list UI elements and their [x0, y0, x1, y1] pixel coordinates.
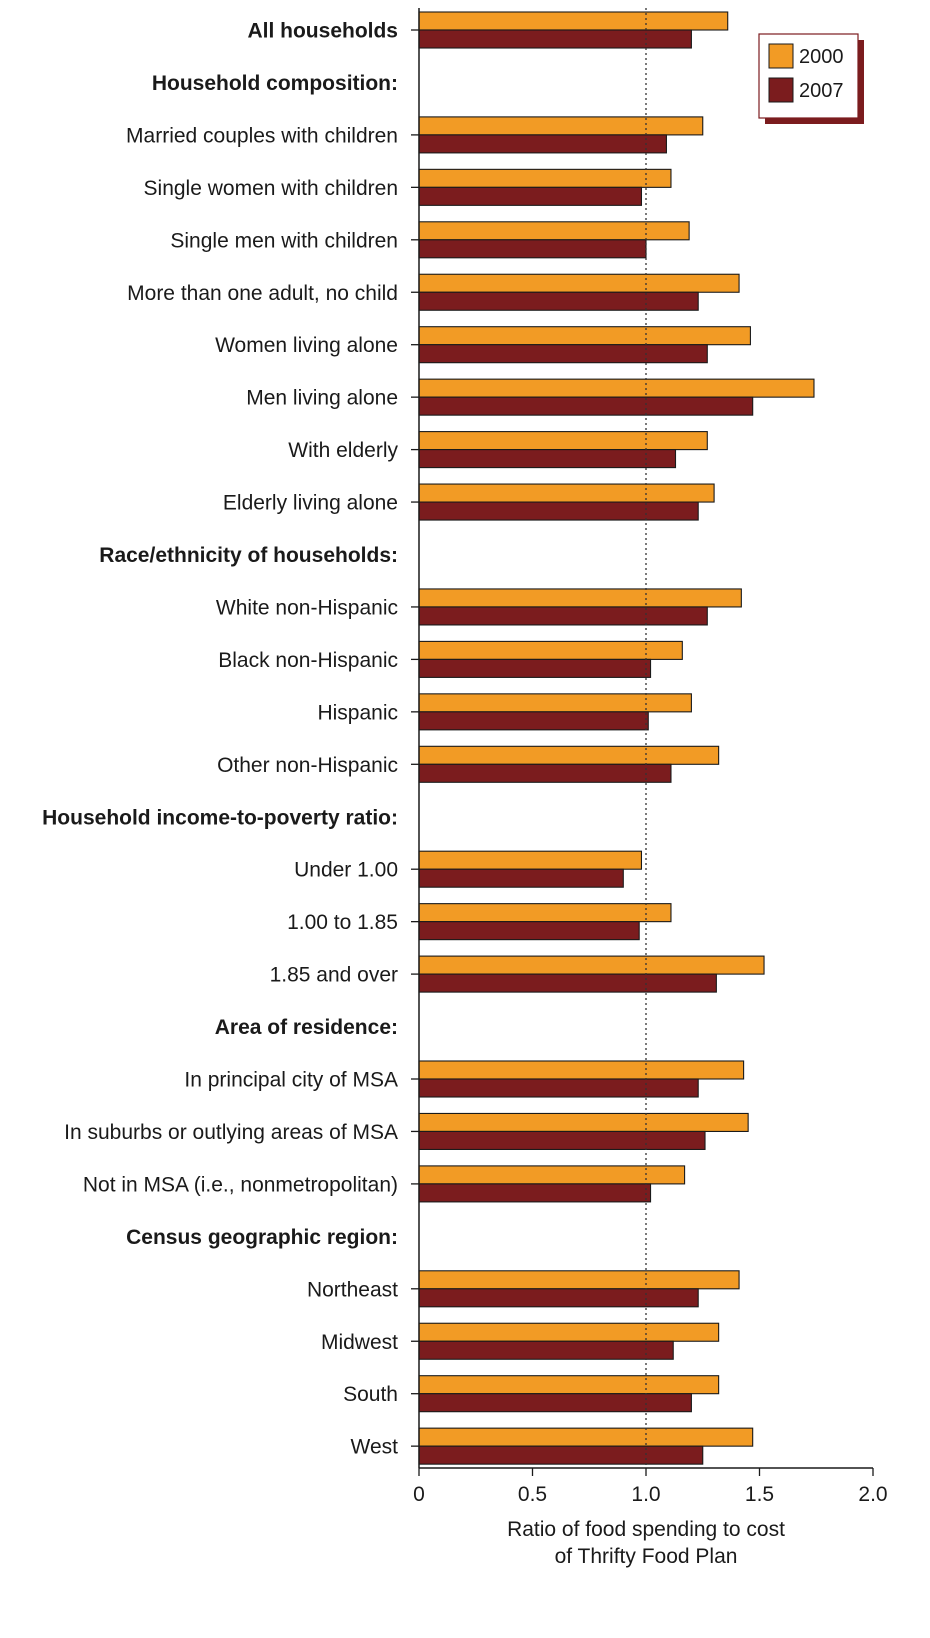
category-label-men-living-alone: Men living alone: [246, 387, 398, 410]
bar-2000-hispanic: [418, 693, 692, 713]
category-label-1-85-and-over: 1.85 and over: [270, 964, 398, 987]
bar-2007-single-women-with-children: [418, 186, 643, 206]
bar-2007-west: [418, 1445, 704, 1465]
bar-2007-in-principal-city-of-msa: [418, 1078, 699, 1098]
bar-2000-not-in-msa-i-e-nonmetropolitan: [418, 1165, 686, 1185]
category-label-in-principal-city-of-msa: In principal city of MSA: [184, 1069, 398, 1092]
bar-2007-in-suburbs-or-outlying-areas-of-msa: [418, 1130, 706, 1150]
x-axis-title-line-2: of Thrifty Food Plan: [555, 1545, 738, 1568]
category-label-not-in-msa-i-e-nonmetropolitan: Not in MSA (i.e., nonmetropolitan): [83, 1173, 398, 1196]
legend-label-2000: 2000: [799, 46, 844, 68]
bar-2007-men-living-alone: [418, 396, 754, 416]
group-header-household-income-to-poverty-ratio: Household income-to-poverty ratio:: [42, 806, 398, 829]
bar-2000-in-principal-city-of-msa: [418, 1060, 745, 1080]
category-labels: All households Household composition: Marr…: [42, 20, 398, 1459]
bar-2007-1-85-and-over: [418, 973, 717, 993]
category-label-married-couples-with-children: Married couples with children: [126, 124, 398, 147]
bar-2000-1-85-and-over: [418, 955, 765, 975]
group-header-census-geographic-region: Census geographic region:: [126, 1226, 398, 1249]
category-label-black-non-hispanic: Black non-Hispanic: [218, 649, 398, 672]
bar-2000-men-living-alone: [418, 378, 815, 398]
group-header-household-composition: Household composition:: [152, 72, 398, 95]
bar-2000-other-non-hispanic: [418, 745, 720, 765]
legend-swatch-2007: [768, 77, 794, 103]
category-label-under-1-00: Under 1.00: [294, 859, 398, 882]
bars-layer: [418, 11, 815, 1465]
category-label-single-women-with-children: Single women with children: [144, 177, 398, 200]
category-label-all-households: All households: [247, 20, 398, 43]
bar-2000-elderly-living-alone: [418, 483, 715, 503]
bar-2007-other-non-hispanic: [418, 763, 672, 783]
category-label-west: West: [351, 1436, 399, 1459]
bar-2007-northeast: [418, 1288, 699, 1308]
bar-2007-not-in-msa-i-e-nonmetropolitan: [418, 1183, 652, 1203]
bar-2007-more-than-one-adult-no-child: [418, 291, 699, 311]
category-label-single-men-with-children: Single men with children: [170, 229, 398, 252]
bar-2007-under-1-00: [418, 868, 624, 888]
bar-2007-south: [418, 1393, 692, 1413]
x-tick-label-0-5: 0.5: [518, 1483, 547, 1506]
x-tick-label-1-0: 1.0: [631, 1483, 660, 1506]
category-label-with-elderly: With elderly: [288, 439, 398, 462]
bar-2000-all-households: [418, 11, 729, 31]
bar-2000-northeast: [418, 1270, 740, 1290]
bar-2007-hispanic: [418, 711, 649, 731]
x-tick-label-2-0: 2.0: [858, 1483, 887, 1506]
category-label-women-living-alone: Women living alone: [215, 334, 398, 357]
bar-2000-west: [418, 1427, 754, 1447]
category-label-northeast: Northeast: [307, 1278, 398, 1301]
category-label-other-non-hispanic: Other non-Hispanic: [217, 754, 398, 777]
x-axis: 0 0.5 1.0 1.5 2.0 Ratio of food spending to c…: [411, 8, 888, 1568]
bar-2007-married-couples-with-children: [418, 134, 667, 154]
category-label-more-than-one-adult-no-child: More than one adult, no child: [127, 282, 398, 305]
category-label-in-suburbs-or-outlying-areas-of-msa: In suburbs or outlying areas of MSA: [64, 1121, 398, 1144]
bar-2007-elderly-living-alone: [418, 501, 699, 521]
bar-2007-single-men-with-children: [418, 239, 647, 259]
legend-label-2007: 2007: [799, 80, 844, 102]
x-tick-label-0: 0: [413, 1483, 425, 1506]
bar-2007-with-elderly: [418, 449, 677, 469]
legend-swatch-2000: [768, 43, 794, 69]
bar-2000-married-couples-with-children: [418, 116, 704, 136]
bar-2007-midwest: [418, 1340, 674, 1360]
bar-2000-under-1-00: [418, 850, 643, 870]
category-label-hispanic: Hispanic: [317, 701, 398, 724]
group-header-race-ethnicity-of-households: Race/ethnicity of households:: [99, 544, 398, 567]
bar-2000-south: [418, 1375, 720, 1395]
bar-2007-1-00-to-1-85: [418, 921, 640, 941]
bar-2007-all-households: [418, 29, 692, 49]
bar-2007-black-non-hispanic: [418, 658, 652, 678]
bar-2000-1-00-to-1-85: [418, 903, 672, 923]
category-label-white-non-hispanic: White non-Hispanic: [216, 596, 398, 619]
category-label-south: South: [343, 1383, 398, 1406]
category-label-1-00-to-1-85: 1.00 to 1.85: [287, 911, 398, 934]
category-label-elderly-living-alone: Elderly living alone: [223, 492, 398, 515]
bar-2000-in-suburbs-or-outlying-areas-of-msa: [418, 1112, 749, 1132]
bar-2000-women-living-alone: [418, 326, 751, 346]
bar-2000-single-women-with-children: [418, 168, 672, 188]
bar-2000-midwest: [418, 1322, 720, 1342]
bar-2000-white-non-hispanic: [418, 588, 742, 608]
legend: 2000 2007: [758, 33, 864, 124]
bar-2000-single-men-with-children: [418, 221, 690, 241]
x-tick-label-1-5: 1.5: [745, 1483, 774, 1506]
bar-2007-white-non-hispanic: [418, 606, 708, 626]
x-axis-title-line-1: Ratio of food spending to cost: [507, 1518, 785, 1541]
category-label-midwest: Midwest: [321, 1331, 398, 1354]
bar-2000-with-elderly: [418, 431, 708, 451]
bar-2000-more-than-one-adult-no-child: [418, 273, 740, 293]
bar-2007-women-living-alone: [418, 344, 708, 364]
bar-2000-black-non-hispanic: [418, 640, 683, 660]
group-header-area-of-residence: Area of residence:: [215, 1016, 398, 1039]
